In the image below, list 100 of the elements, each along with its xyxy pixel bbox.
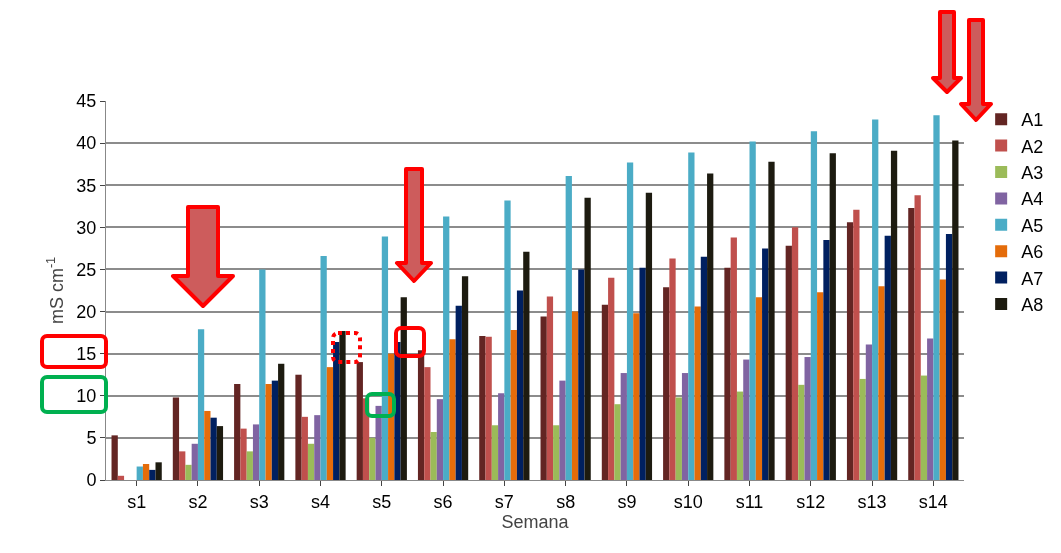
legend-label: A7 — [1021, 268, 1044, 289]
bar — [339, 330, 346, 480]
bar — [620, 373, 627, 480]
bar — [185, 464, 192, 480]
bar — [791, 227, 799, 480]
bar — [375, 405, 382, 480]
bar — [455, 305, 462, 480]
y-tick-label: 5 — [86, 428, 97, 449]
x-tick-label: s9 — [617, 491, 637, 512]
bar — [155, 462, 162, 480]
legend-label: A1 — [1021, 110, 1044, 131]
bar — [743, 359, 750, 480]
bar — [307, 443, 315, 480]
y-tick-label: 0 — [86, 470, 97, 491]
bar — [271, 380, 279, 480]
bar — [663, 287, 670, 480]
bar — [736, 391, 744, 480]
bar — [798, 384, 805, 480]
bar — [449, 339, 456, 480]
bar — [614, 404, 621, 480]
y-tick-label: 25 — [76, 259, 97, 280]
bar — [707, 173, 714, 480]
bar — [626, 162, 634, 480]
bar — [204, 410, 211, 480]
bar — [142, 464, 150, 480]
bar — [945, 234, 953, 480]
bar — [523, 251, 530, 480]
bar — [301, 416, 308, 480]
bar — [369, 437, 376, 480]
y-tick-label: 20 — [76, 301, 97, 322]
bar — [730, 237, 737, 480]
bar — [504, 200, 511, 480]
bar — [700, 256, 708, 480]
bar — [681, 373, 689, 480]
bar — [216, 426, 224, 480]
bar — [920, 375, 928, 480]
bar — [571, 311, 579, 480]
bar — [688, 152, 695, 480]
bar — [785, 245, 792, 480]
bar — [295, 374, 302, 480]
x-tick-label: s7 — [494, 491, 514, 512]
bar — [914, 195, 921, 480]
bar — [553, 425, 560, 480]
x-tick-label: s6 — [433, 491, 453, 512]
bar — [485, 336, 492, 480]
bar — [498, 393, 505, 480]
bar — [479, 335, 486, 480]
y-tick-label: 15 — [76, 343, 97, 364]
bar — [443, 216, 450, 480]
y-tick-label: 10 — [76, 386, 97, 407]
bar — [933, 115, 940, 480]
bar — [356, 362, 363, 480]
x-axis-title: Semana — [501, 511, 570, 532]
bar — [810, 131, 818, 480]
bar — [491, 425, 499, 480]
bar — [878, 286, 885, 480]
legend-label: A2 — [1021, 136, 1044, 157]
bar — [559, 380, 566, 480]
bar — [259, 269, 266, 480]
bar — [749, 141, 756, 480]
bar — [939, 279, 946, 480]
bar — [424, 367, 431, 480]
x-tick-label: s11 — [735, 491, 764, 512]
y-tick-label: 45 — [76, 91, 97, 112]
x-tick-label: s2 — [188, 491, 208, 512]
bar — [546, 296, 554, 480]
bar — [565, 175, 572, 480]
bar — [694, 306, 701, 480]
bar — [461, 276, 469, 480]
bar — [584, 197, 591, 480]
legend-label: A3 — [1021, 163, 1044, 184]
bar — [179, 451, 186, 480]
bar — [846, 222, 854, 480]
y-tick-label: 30 — [76, 217, 97, 238]
bar — [804, 357, 811, 480]
bar — [510, 330, 517, 480]
bar — [645, 192, 653, 480]
bar — [724, 267, 731, 480]
x-tick-label: s4 — [310, 491, 331, 512]
bar — [829, 153, 836, 480]
bar — [817, 292, 824, 480]
legend-label: A6 — [1021, 242, 1044, 263]
bar — [768, 161, 775, 480]
bar — [540, 316, 547, 480]
bar — [430, 431, 437, 480]
bar — [117, 475, 125, 480]
bar — [333, 341, 340, 480]
bar — [884, 235, 891, 480]
x-tick-label: s1 — [127, 491, 147, 512]
legend-label: A5 — [1021, 215, 1044, 236]
x-tick-label: s13 — [857, 491, 887, 512]
bar — [762, 248, 769, 480]
bar — [197, 329, 205, 480]
bar — [111, 435, 118, 480]
x-tick-label: s5 — [372, 491, 392, 512]
bar — [136, 466, 143, 480]
bar — [191, 443, 198, 480]
bar — [669, 258, 676, 480]
y-tick-label: 35 — [76, 175, 97, 196]
bar — [675, 397, 682, 480]
